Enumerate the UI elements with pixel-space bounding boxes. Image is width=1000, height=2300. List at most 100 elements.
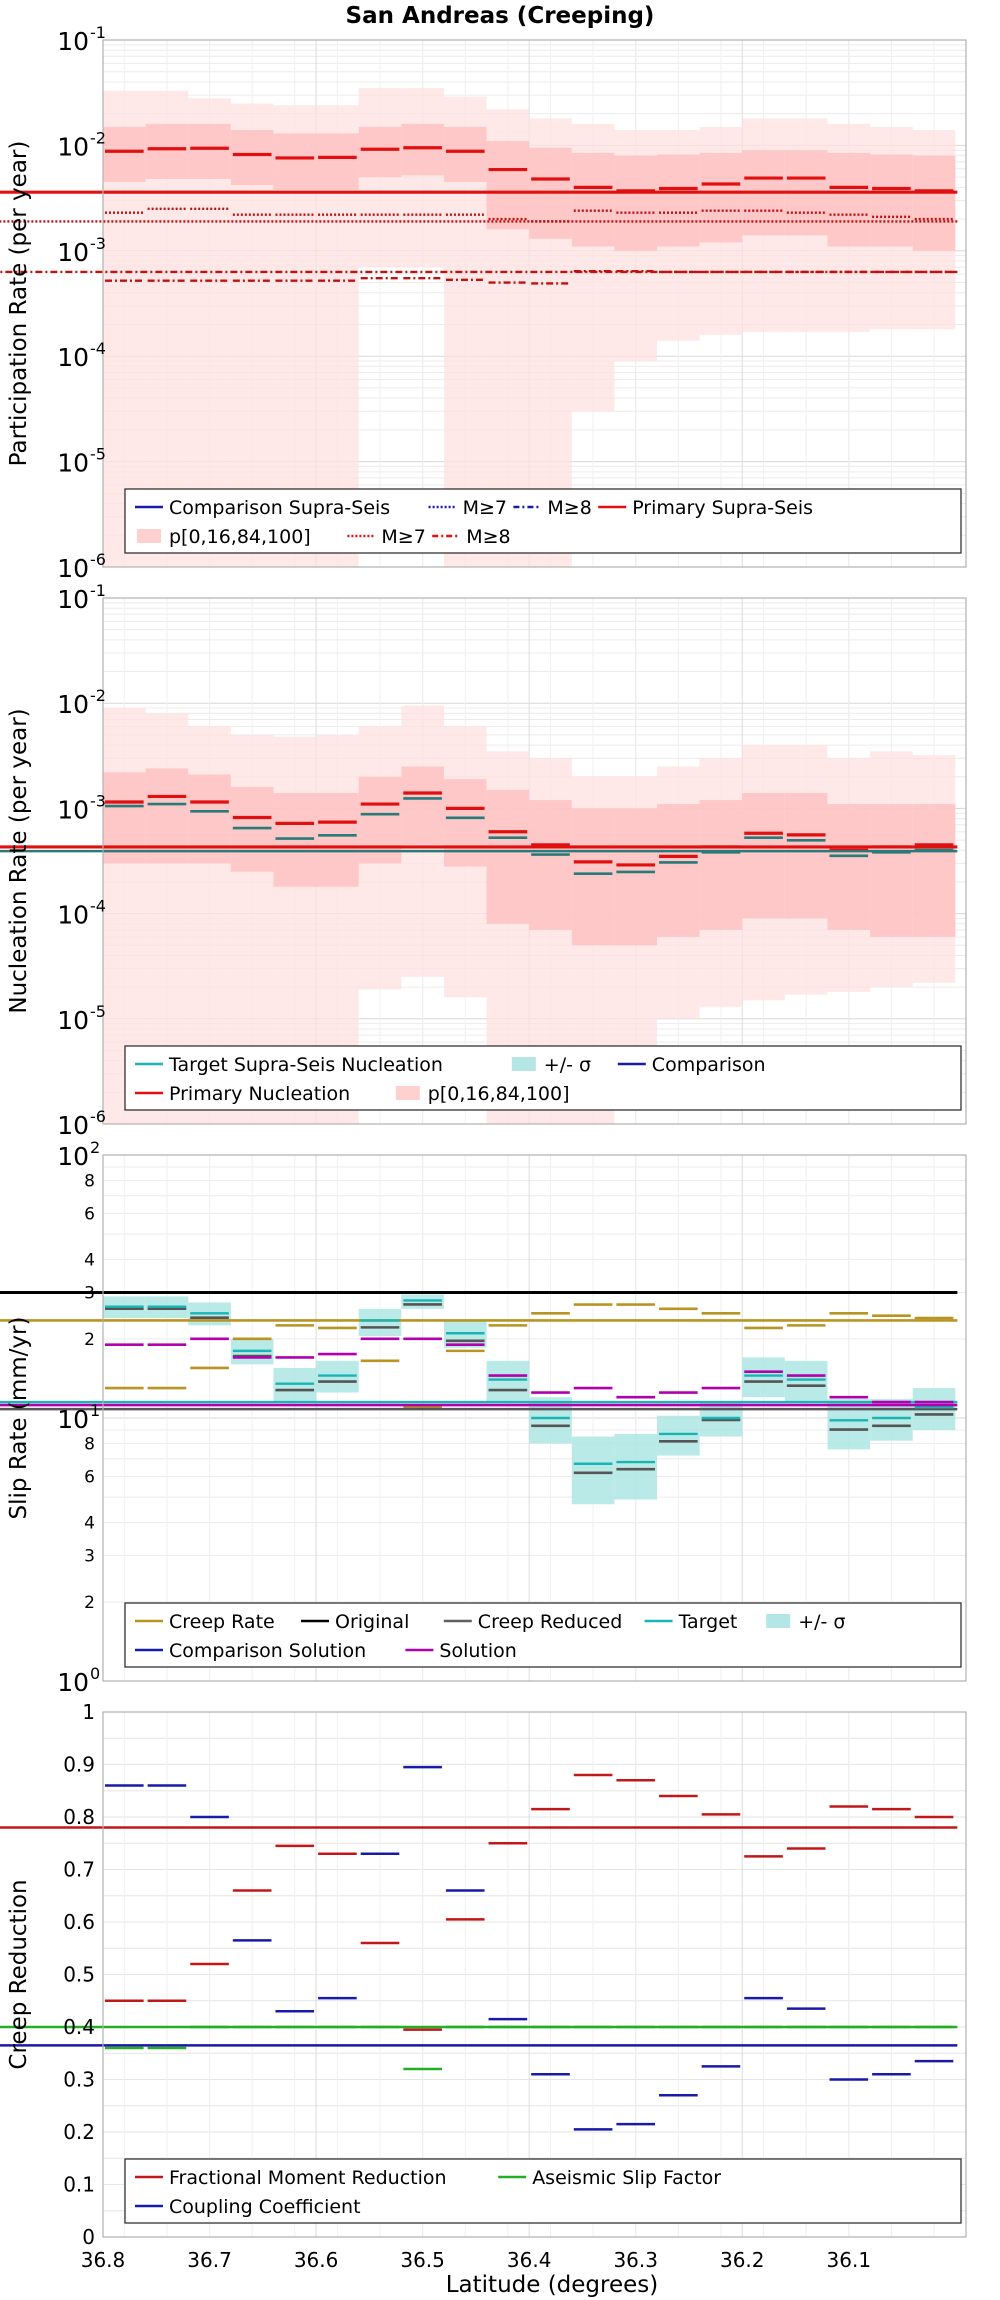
band-segment	[784, 1360, 828, 1403]
plot-frame	[102, 39, 967, 568]
band-segment	[358, 776, 402, 864]
series-primary-supra-seis	[0, 146, 958, 194]
y-tick-label: 10	[57, 238, 89, 267]
series-fractional-moment-reduction	[0, 1773, 958, 2031]
legend-label: Creep Reduced	[478, 1611, 622, 1633]
band-segment	[443, 126, 487, 182]
band-segment	[188, 123, 231, 179]
x-tick-label: 36.4	[507, 2248, 552, 2272]
series-creep-rate	[0, 1303, 958, 1409]
legend-label: Coupling Coefficient	[169, 2196, 361, 2218]
x-ticks: 36.8 36.7 36.6 36.5 36.4 36.3 36.2 36.1	[81, 2248, 871, 2272]
y-tick-exponent: -3	[90, 791, 106, 810]
series-m-7	[0, 207, 958, 223]
y-tick-label: 10	[57, 1142, 89, 1171]
series-m-8	[0, 270, 958, 285]
y-minor-label: 4	[84, 1251, 95, 1271]
legend: Target Supra-Seis Nucleation +/- σ Compari…	[124, 1045, 962, 1111]
band-segment	[103, 126, 146, 182]
series-target	[0, 1299, 958, 1465]
band-segment	[358, 1308, 402, 1337]
band-segment	[103, 772, 146, 864]
y-tick-label: 0.9	[63, 1753, 95, 1777]
legend-swatch	[511, 1057, 536, 1071]
y-minor-label: 4	[84, 1514, 95, 1534]
legend: Comparison Supra-Seis M≥7 M≥8 Primary Supra…	[124, 488, 962, 554]
y-tick-label: 0.3	[63, 2068, 95, 2092]
y-ticks: 10-610-510-410-310-210-1	[57, 23, 106, 583]
y-tick-label: 10	[57, 554, 89, 583]
series-coupling-coefficient	[0, 1765, 958, 2131]
y-tick-label: 10	[57, 449, 89, 478]
y-tick-label: 10	[57, 132, 89, 161]
band-segment	[657, 154, 700, 247]
panel-creep: 0 0.1 0.2 0.3 0.4 0.5 0.6 0.7 0.8 0.9 1 Creep Reduc…	[0, 1700, 967, 2272]
y-tick-label: 10	[57, 1668, 89, 1697]
band-p-0-16-84-100-inner	[103, 123, 956, 251]
band-segment	[614, 1433, 658, 1500]
legend-box	[124, 488, 962, 554]
y-tick-exponent: -3	[90, 234, 106, 253]
y-tick-label: 0.8	[63, 1805, 95, 1829]
legend-label: M≥8	[466, 526, 510, 548]
y-tick-label: 10	[57, 343, 89, 372]
band-segment	[742, 1357, 785, 1398]
band-segment	[358, 126, 402, 178]
y-tick-exponent: -5	[90, 445, 106, 464]
y-axis-label: Slip Rate (mm/yr)	[6, 1317, 32, 1520]
plot-frame	[102, 1154, 967, 1682]
band-segment	[657, 804, 700, 937]
band-segment	[273, 133, 317, 190]
x-tick-label: 36.6	[294, 2248, 339, 2272]
band-segment	[316, 793, 359, 887]
y-tick-label: 10	[57, 1111, 89, 1140]
y-tick-label: 10	[57, 1405, 89, 1434]
legend-label: Target	[678, 1611, 738, 1633]
band-segment	[145, 123, 189, 179]
band-segment	[486, 789, 530, 924]
band-segment	[230, 786, 274, 872]
legend-label: Comparison	[652, 1054, 766, 1076]
y-tick-label: 10	[57, 27, 89, 56]
x-tick-label: 36.8	[81, 2248, 126, 2272]
plot-frame	[102, 597, 967, 1125]
y-ticks: 10-610-510-410-310-210-1	[57, 581, 106, 1140]
band-segment	[401, 1294, 444, 1309]
band-segment	[614, 155, 658, 251]
y-tick-label: 10	[57, 795, 89, 824]
grid	[102, 1711, 966, 2238]
band-segment	[358, 88, 402, 268]
y-minor-label: 3	[84, 1547, 95, 1567]
y-minor-label: 6	[84, 1467, 95, 1487]
series-solution	[0, 1337, 958, 1407]
band-segment	[273, 1367, 317, 1403]
legend-label: Original	[335, 1611, 409, 1633]
series-primary-nucleation	[0, 791, 958, 867]
y-minor-label: 8	[84, 1434, 95, 1454]
y-tick-label: 0.4	[63, 2015, 95, 2039]
y-tick-exponent: -2	[90, 128, 106, 147]
band-segment	[571, 808, 615, 946]
band-segment	[657, 1415, 700, 1456]
legend-label: Target Supra-Seis Nucleation	[168, 1054, 443, 1076]
y-tick-label: 0.2	[63, 2120, 95, 2144]
band-segment	[145, 768, 189, 864]
y-tick-exponent: -1	[90, 23, 106, 42]
x-axis-label: Latitude (degrees)	[446, 2272, 659, 2298]
band-segment	[188, 774, 231, 864]
y-axis-label: Nucleation Rate (per year)	[6, 708, 32, 1013]
y-tick-label: 10	[57, 690, 89, 719]
legend-box	[124, 1045, 962, 1111]
band-segment	[401, 88, 444, 268]
band-segment	[614, 808, 658, 946]
y-minor-label: 3	[84, 1284, 95, 1304]
y-tick-exponent: 1	[90, 1401, 100, 1420]
y-ticks: 0 0.1 0.2 0.3 0.4 0.5 0.6 0.7 0.8 0.9 1	[63, 1700, 95, 2249]
legend-label: Comparison Solution	[169, 1640, 366, 1662]
band-p-0-16-84-100-inner	[103, 766, 956, 946]
legend-label: +/- σ	[798, 1611, 845, 1633]
legend-label: Comparison Supra-Seis	[169, 497, 390, 519]
